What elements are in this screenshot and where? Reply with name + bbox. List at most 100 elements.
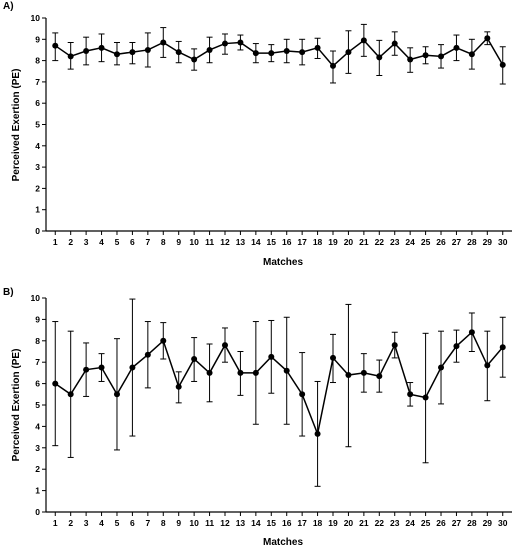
panel-label: B) [3, 287, 14, 298]
data-point [83, 366, 90, 373]
x-tick-label: 16 [282, 518, 292, 528]
data-point [67, 391, 74, 398]
data-point [268, 50, 275, 57]
x-tick-label: 4 [99, 518, 104, 528]
x-tick-label: 23 [390, 518, 400, 528]
x-tick-label: 7 [145, 518, 150, 528]
data-point [252, 50, 259, 57]
series-line [54, 331, 504, 437]
y-tick-label: 9 [35, 314, 40, 324]
x-tick-label: 29 [483, 518, 493, 528]
data-point [422, 52, 429, 59]
x-tick-label: 3 [84, 518, 89, 528]
data-point [314, 430, 321, 437]
data-point [330, 62, 337, 69]
data-point [221, 40, 228, 47]
data-point [129, 364, 136, 371]
data-point [391, 40, 398, 47]
data-point [499, 61, 506, 68]
data-point [160, 39, 167, 46]
data-point [113, 391, 120, 398]
x-tick-label: 2 [68, 518, 73, 528]
y-tick-label: 7 [35, 77, 40, 87]
x-tick-label: 26 [436, 237, 446, 247]
data-point [113, 51, 120, 58]
x-tick-label: 13 [236, 518, 246, 528]
y-tick-label: 5 [35, 400, 40, 410]
data-point [237, 369, 244, 376]
data-point [299, 49, 306, 56]
data-point [407, 391, 414, 398]
y-tick-label: 5 [35, 120, 40, 130]
x-tick-label: 20 [344, 518, 354, 528]
data-point [221, 342, 228, 349]
x-tick-label: 24 [405, 518, 415, 528]
panel-label: A) [3, 1, 14, 12]
y-tick-label: 6 [35, 379, 40, 389]
x-tick-label: 1 [53, 518, 58, 528]
x-tick-label: 28 [467, 518, 477, 528]
data-point [160, 337, 167, 344]
y-tick-label: 3 [35, 443, 40, 453]
x-tick-label: 12 [220, 237, 230, 247]
data-point [360, 37, 367, 44]
series-line [54, 36, 504, 67]
x-tick-label: 9 [176, 237, 181, 247]
data-point [422, 394, 429, 401]
x-tick-label: 30 [498, 518, 508, 528]
data-point [330, 354, 337, 361]
data-point [206, 369, 213, 376]
x-tick-label: 8 [161, 518, 166, 528]
data-point [345, 372, 352, 379]
data-point [360, 369, 367, 376]
x-tick-label: 22 [375, 518, 385, 528]
x-tick-label: 24 [405, 237, 415, 247]
y-tick-label: 1 [35, 205, 40, 215]
data-point [175, 383, 182, 390]
data-point [314, 44, 321, 51]
x-tick-label: 13 [236, 237, 246, 247]
y-tick-label: 4 [35, 141, 40, 151]
y-axis-title: Perceived Exertion (PE) [11, 69, 22, 182]
data-point [191, 355, 198, 362]
x-tick-label: 25 [421, 518, 431, 528]
x-tick-label: 20 [344, 237, 354, 247]
data-point [98, 364, 105, 371]
y-tick-label: 8 [35, 336, 40, 346]
data-point [191, 56, 198, 63]
data-point [453, 44, 460, 51]
data-point [299, 391, 306, 398]
x-tick-label: 6 [130, 237, 135, 247]
x-tick-label: 12 [220, 518, 230, 528]
data-point [206, 46, 213, 53]
x-tick-label: 30 [498, 237, 508, 247]
data-point [175, 49, 182, 56]
data-point [67, 53, 74, 60]
data-point [129, 49, 136, 56]
x-tick-label: 22 [375, 237, 385, 247]
data-point [144, 46, 151, 53]
data-point [484, 35, 491, 42]
x-tick-label: 27 [452, 237, 462, 247]
x-tick-label: 17 [297, 518, 307, 528]
data-point [268, 353, 275, 360]
x-tick-label: 19 [328, 237, 338, 247]
y-tick-label: 0 [35, 226, 40, 236]
x-tick-label: 19 [328, 518, 338, 528]
x-tick-label: 11 [205, 237, 214, 247]
x-tick-label: 29 [483, 237, 493, 247]
x-tick-label: 15 [267, 237, 277, 247]
x-tick-label: 11 [205, 518, 214, 528]
data-point [345, 49, 352, 56]
x-tick-label: 2 [68, 237, 73, 247]
data-point [283, 48, 290, 55]
data-point [407, 56, 414, 63]
x-tick-label: 6 [130, 518, 135, 528]
data-point [468, 51, 475, 58]
y-axis-title: Perceived Exertion (PE) [11, 349, 22, 462]
x-tick-label: 21 [359, 237, 369, 247]
data-point [499, 344, 506, 351]
data-point [52, 380, 59, 387]
data-point [52, 42, 59, 49]
x-axis-title: Matches [263, 257, 303, 268]
